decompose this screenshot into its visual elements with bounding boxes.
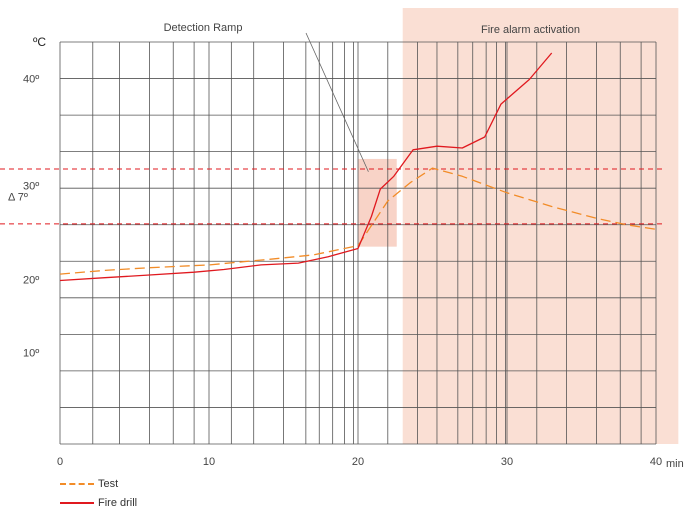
- series-line-test: [59, 167, 657, 275]
- legend-label-test: Test: [98, 477, 119, 490]
- series-line-fire-drill: [59, 52, 553, 282]
- x-tick-label-2: 20: [352, 456, 364, 468]
- legend-swatch-test: [60, 482, 94, 485]
- x-tick-label-3: 30: [501, 456, 513, 468]
- x-tick-label-0: 0: [57, 456, 63, 468]
- y-tick-label-3: 40º: [23, 74, 39, 86]
- y-tick-label-0: 10º: [23, 348, 39, 360]
- threshold-lines: [0, 168, 666, 225]
- grid-layer: [59, 41, 657, 445]
- legend-swatch-fire-drill: [60, 501, 94, 504]
- legend-item-test: Test: [60, 474, 137, 493]
- x-tick-label-1: 10: [203, 456, 215, 468]
- regions-layer: [358, 8, 679, 444]
- series-layer: [59, 52, 657, 282]
- labels-layer: Fire alarm activation 0 10 20 30 40 10º 20º 30º 4…: [8, 22, 684, 470]
- x-tick-label-4: 40: [650, 456, 662, 468]
- x-unit-label: min: [666, 458, 684, 470]
- legend-label-fire-drill: Fire drill: [98, 496, 138, 509]
- annotation-label-0: Detection Ramp: [164, 22, 243, 34]
- y-tick-label-1: 20º: [23, 275, 39, 287]
- y-tick-label-2: 30º: [23, 180, 39, 192]
- annotation-leader-0: [305, 32, 369, 172]
- legend-item-fire-drill: Fire drill: [60, 493, 137, 512]
- delta-label: Δ 7º: [8, 191, 28, 203]
- legend: Test Fire drill: [60, 474, 137, 512]
- region-label-0: Fire alarm activation: [481, 24, 580, 36]
- y-unit-label: ºC: [33, 35, 46, 49]
